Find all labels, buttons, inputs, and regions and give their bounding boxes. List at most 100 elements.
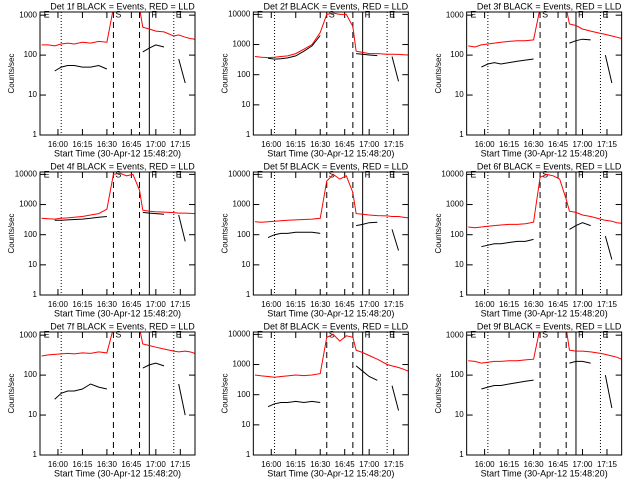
y-tick-label: 10 [455, 90, 464, 99]
x-tick-label: 16:15 [286, 460, 307, 469]
x-tick-label: 17:00 [359, 140, 380, 149]
plot-frame [252, 11, 409, 136]
chart-title: Det 3f BLACK = Events, RED = LLD [477, 1, 622, 11]
x-tick-label: 17:15 [384, 300, 405, 309]
series-line [41, 172, 195, 220]
event-label: E [176, 329, 182, 339]
event-label: E [470, 169, 476, 179]
chart-title: Det 5f BLACK = Events, RED = LLD [264, 161, 409, 171]
y-tick-label: 100 [237, 70, 251, 79]
panel: Det 4f BLACK = Events, RED = LLD Start Ti… [7, 161, 196, 318]
y-tick-label: 10 [28, 90, 37, 99]
series-line [254, 333, 409, 378]
x-axis-label: Start Time (30-Apr-12 15:48:20) [54, 148, 181, 158]
y-tick-label: 100 [450, 230, 464, 239]
series-line [254, 12, 409, 59]
chart-title: Det 2f BLACK = Events, RED = LLD [264, 1, 409, 11]
x-tick-label: 16:30 [310, 300, 331, 309]
event-label: F [578, 9, 584, 19]
event-label: E [44, 169, 50, 179]
x-axis-label: Start Time (30-Apr-12 15:48:20) [267, 468, 394, 478]
event-label: E [389, 9, 395, 19]
y-axis-label: Counts/sec [220, 213, 229, 253]
x-tick-label: 17:00 [359, 300, 380, 309]
plot-frame [252, 171, 409, 296]
y-tick-label: 10000 [15, 169, 38, 178]
y-tick-label: 1 [246, 290, 251, 299]
y-tick-label: 1 [33, 130, 38, 139]
y-tick-label: 1000 [19, 200, 37, 209]
x-tick-label: 16:45 [121, 140, 142, 149]
y-tick-label: 10 [455, 260, 464, 269]
x-tick-label: 16:15 [499, 460, 520, 469]
chart-title: Det 7f BLACK = Events, RED = LLD [50, 321, 195, 331]
y-tick-label: 10000 [228, 9, 251, 18]
y-tick-label: 1000 [446, 10, 464, 19]
y-tick-label: 100 [237, 230, 251, 239]
x-tick-label: 16:30 [310, 140, 331, 149]
series-line [267, 35, 400, 82]
panel: Det 5f BLACK = Events, RED = LLD Start Ti… [220, 161, 409, 318]
x-tick-label: 17:15 [170, 140, 191, 149]
y-tick-label: 1000 [446, 200, 464, 209]
x-tick-label: 16:15 [72, 460, 93, 469]
chart-title: Det 4f BLACK = Events, RED = LLD [50, 161, 195, 171]
event-label: E [602, 329, 608, 339]
y-axis-label: Counts/sec [434, 53, 443, 93]
x-tick-label: 16:15 [286, 140, 307, 149]
x-axis-label: Start Time (30-Apr-12 15:48:20) [54, 308, 181, 318]
x-tick-label: 16:30 [310, 460, 331, 469]
y-tick-label: 10 [241, 420, 250, 429]
series-line [481, 222, 613, 260]
x-tick-label: 16:00 [48, 300, 69, 309]
y-tick-label: 1000 [19, 10, 37, 19]
plot-frame [466, 171, 623, 296]
x-tick-label: 16:45 [121, 300, 142, 309]
y-tick-label: 1 [459, 450, 464, 459]
y-axis-label: Counts/sec [434, 213, 443, 253]
x-tick-label: 17:00 [146, 460, 167, 469]
y-tick-label: 10 [241, 100, 250, 109]
event-label: E [602, 9, 608, 19]
series-line [41, 332, 195, 357]
event-label: E [44, 9, 50, 19]
y-tick-label: 100 [24, 50, 38, 59]
y-axis-label: Counts/sec [7, 373, 16, 413]
y-tick-label: 1000 [233, 40, 251, 49]
x-tick-label: 16:15 [72, 140, 93, 149]
x-axis-label: Start Time (30-Apr-12 15:48:20) [481, 468, 608, 478]
x-axis-label: Start Time (30-Apr-12 15:48:20) [54, 468, 181, 478]
panel: Det 6f BLACK = Events, RED = LLD Start Ti… [434, 161, 623, 318]
y-tick-label: 1000 [233, 360, 251, 369]
x-tick-label: 16:30 [524, 140, 545, 149]
x-tick-label: 17:15 [384, 460, 405, 469]
x-tick-label: 17:00 [146, 140, 167, 149]
x-tick-label: 16:45 [335, 140, 356, 149]
y-tick-label: 1 [246, 130, 251, 139]
panel: Det 3f BLACK = Events, RED = LLD Start Ti… [434, 1, 623, 158]
event-label: S [542, 169, 548, 179]
y-tick-label: 100 [24, 370, 38, 379]
x-tick-label: 17:15 [597, 300, 618, 309]
series-line [267, 221, 400, 251]
event-label: E [602, 169, 608, 179]
x-tick-label: 17:15 [384, 140, 405, 149]
series-line [41, 12, 195, 47]
x-tick-label: 17:00 [572, 460, 593, 469]
panel: Det 8f BLACK = Events, RED = LLD Start Ti… [220, 321, 409, 478]
x-tick-label: 16:30 [97, 460, 118, 469]
series-line [267, 365, 400, 411]
x-tick-label: 17:00 [146, 300, 167, 309]
x-tick-label: 17:00 [572, 300, 593, 309]
panel: Det 2f BLACK = Events, RED = LLD Start Ti… [220, 1, 409, 158]
x-tick-label: 17:15 [597, 140, 618, 149]
x-tick-label: 16:15 [499, 140, 520, 149]
y-tick-label: 1 [246, 450, 251, 459]
y-tick-label: 1 [459, 290, 464, 299]
event-label: S [115, 169, 121, 179]
event-label: S [542, 9, 548, 19]
x-tick-label: 16:00 [48, 140, 69, 149]
x-tick-label: 17:00 [572, 140, 593, 149]
series-line [468, 332, 622, 364]
x-tick-label: 16:00 [261, 460, 282, 469]
